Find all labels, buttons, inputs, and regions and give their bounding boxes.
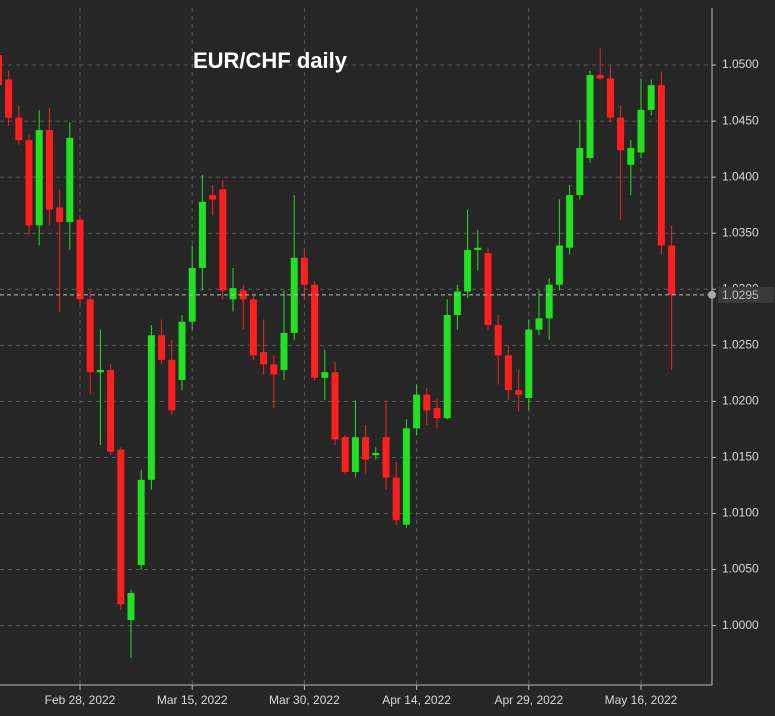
candle-body — [433, 408, 441, 419]
candle-body — [25, 140, 33, 226]
candle-body — [107, 369, 115, 452]
y-tick-label: 1.0500 — [722, 57, 759, 71]
candle-body — [657, 85, 665, 246]
candles — [0, 48, 676, 659]
x-tick-label: Mar 15, 2022 — [157, 693, 228, 707]
candle-body — [362, 437, 370, 460]
candle-body — [147, 335, 155, 480]
current-price-dot — [708, 290, 716, 299]
candle-body — [474, 247, 482, 251]
candle-body — [229, 288, 237, 300]
candle-body — [576, 147, 584, 196]
current-price-box — [718, 286, 774, 303]
candle-body — [76, 219, 84, 300]
candle-body — [35, 130, 43, 226]
candle-body — [96, 369, 104, 373]
candle-body — [627, 147, 635, 165]
candle-body — [647, 85, 655, 110]
candle-body — [443, 315, 451, 419]
x-tick-label: May 16, 2022 — [605, 693, 678, 707]
candle-body — [382, 437, 390, 478]
candle-body — [321, 372, 329, 378]
candle-body — [15, 117, 23, 141]
candle-body — [209, 195, 217, 200]
current-price-label: 1.0295 — [722, 288, 759, 302]
candle-body — [0, 54, 2, 86]
candle-body — [617, 117, 625, 151]
candle-body — [331, 372, 339, 440]
candle-body — [525, 329, 533, 398]
candle-body — [606, 78, 614, 118]
candle-body — [66, 137, 74, 222]
candle-body — [535, 318, 543, 330]
candle-body — [464, 250, 472, 292]
candle-body — [127, 593, 135, 620]
x-tick-label: Apr 29, 2022 — [494, 693, 563, 707]
candle-body — [45, 130, 53, 210]
candle-body — [239, 290, 247, 300]
candle-body — [637, 109, 645, 153]
candle-body — [341, 437, 349, 472]
candle-body — [555, 245, 563, 285]
candle-body — [453, 291, 461, 316]
candle-body — [158, 335, 166, 360]
candle-body — [168, 359, 176, 411]
candle-body — [5, 79, 13, 118]
candle-body — [545, 284, 553, 319]
candle-body — [260, 352, 268, 365]
candle-body — [494, 325, 502, 356]
y-tick-label: 1.0450 — [722, 113, 759, 127]
y-tick-label: 1.0150 — [722, 450, 759, 464]
y-tick-label: 1.0400 — [722, 169, 759, 183]
candle-body — [290, 257, 298, 333]
candle-body — [413, 394, 421, 429]
candle-body — [596, 75, 604, 79]
candle-body — [117, 449, 125, 605]
candle-body — [300, 257, 308, 285]
candle-body — [219, 189, 227, 291]
x-tick-label: Apr 14, 2022 — [382, 693, 451, 707]
candle-body — [566, 195, 574, 248]
candle-body — [484, 253, 492, 326]
candle-body — [178, 321, 186, 381]
candle-body — [423, 394, 431, 411]
candle-body — [668, 245, 676, 295]
chart-title: EUR/CHF daily — [193, 48, 348, 73]
y-tick-label: 1.0000 — [722, 618, 759, 632]
candle-body — [249, 299, 257, 356]
candle-body — [504, 355, 512, 391]
candle-body — [402, 428, 410, 525]
x-tick-label: Mar 30, 2022 — [269, 693, 340, 707]
candle-body — [56, 207, 64, 222]
candle-body — [392, 477, 400, 521]
y-tick-label: 1.0200 — [722, 394, 759, 408]
candle-body — [86, 299, 94, 373]
candle-body — [515, 390, 523, 395]
candle-body — [351, 437, 359, 472]
x-tick-label: Feb 28, 2022 — [45, 693, 116, 707]
y-tick-label: 1.0100 — [722, 506, 759, 520]
y-tick-label: 1.0350 — [722, 225, 759, 239]
candle-body — [198, 201, 206, 268]
candle-body — [270, 364, 278, 375]
y-tick-label: 1.0250 — [722, 337, 759, 351]
y-tick-label: 1.0050 — [722, 562, 759, 576]
candle-body — [137, 479, 145, 566]
candle-body — [280, 332, 288, 370]
candle-body — [586, 75, 594, 159]
candle-body — [372, 452, 380, 456]
axis-labels: 1.0000 1.0050 1.0100 1.0150 1.0200 1.0250 1.03… — [0, 57, 774, 707]
candle-body — [311, 284, 319, 378]
